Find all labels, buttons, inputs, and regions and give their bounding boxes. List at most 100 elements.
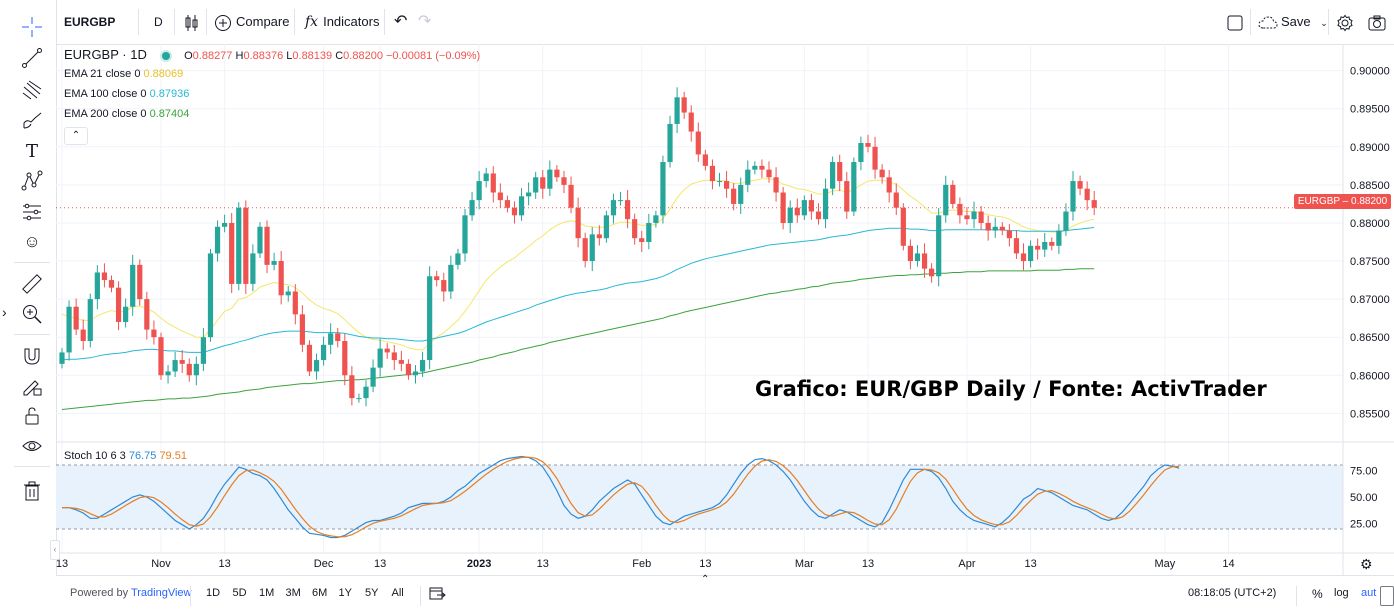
zoom-tool[interactable]	[18, 301, 46, 327]
ema100-value: 0.87936	[149, 88, 190, 100]
toolbar-divider	[1250, 9, 1251, 35]
candle-body	[738, 184, 744, 204]
chevron-up-icon[interactable]: ⌃	[701, 574, 710, 585]
legend-symbol-title[interactable]: EURGBP · 1D	[64, 47, 147, 62]
candle-body	[158, 337, 164, 376]
candle-body	[568, 184, 574, 208]
stoch-tick-label: 25.00	[1350, 519, 1378, 531]
range-button-1y[interactable]: 1Y	[338, 587, 352, 599]
range-button-all[interactable]: All	[391, 587, 404, 599]
candle-body	[391, 352, 397, 361]
candle-body	[483, 173, 489, 182]
settings-button[interactable]	[1336, 0, 1354, 44]
emoji-tool[interactable]: ☺	[18, 229, 46, 255]
brush-tool[interactable]	[18, 108, 46, 134]
ema200-label: EMA 200 close 0	[64, 108, 147, 120]
prediction-tool[interactable]	[18, 199, 46, 225]
range-button-5y[interactable]: 5Y	[365, 587, 379, 599]
candle-body	[476, 181, 482, 201]
chart-type-button[interactable]	[184, 0, 200, 44]
stoch-k-value: 76.75	[128, 450, 157, 462]
chevron-down-icon: ⌄	[1320, 18, 1328, 28]
chart-annotation: Grafico: EUR/GBP Daily / Fonte: ActivTra…	[755, 377, 1267, 401]
candle-body	[540, 177, 546, 189]
price-tick-label: 0.86000	[1350, 370, 1390, 382]
measure-lines-icon	[23, 203, 41, 221]
candle-body	[921, 253, 928, 269]
symbol-search-button[interactable]: EURGBP	[64, 15, 116, 29]
powered-by[interactable]: Powered by TradingView	[70, 587, 192, 599]
redo-button[interactable]: ↷	[418, 0, 431, 44]
range-button-1m[interactable]: 1M	[259, 587, 275, 599]
ruler-tool[interactable]	[18, 271, 46, 297]
legend-stoch[interactable]: Stoch 10 6 3 76.75 79.51	[64, 450, 187, 462]
close-value: 0.88200	[343, 50, 383, 62]
legend-ema100[interactable]: EMA 100 close 0 0.87936	[64, 88, 189, 100]
low-value: 0.88139	[292, 50, 333, 62]
text-tool[interactable]: T	[18, 138, 46, 164]
interval-button[interactable]: D	[154, 15, 163, 29]
clock-time[interactable]: 08:18:05 (UTC+2)	[1188, 587, 1277, 599]
candle-body	[709, 165, 716, 182]
candle-body	[1035, 245, 1041, 250]
undo-button[interactable]: ↶	[394, 0, 407, 44]
range-button-6m[interactable]: 6M	[312, 587, 328, 599]
panel-resize-handle[interactable]	[1380, 586, 1394, 606]
candle-body	[511, 207, 518, 216]
camera-icon	[1368, 15, 1386, 31]
stay-drawing-tool[interactable]	[18, 373, 46, 399]
time-tick-label: 13	[537, 558, 549, 570]
range-button-3m[interactable]: 3M	[285, 587, 301, 599]
indicators-button[interactable]: fx Indicators	[305, 0, 379, 44]
compare-button[interactable]: Compare	[214, 0, 289, 44]
fullscreen-button[interactable]	[1226, 0, 1244, 44]
goto-date-button[interactable]	[428, 585, 446, 608]
candle-body	[313, 360, 320, 372]
magnet-tool[interactable]	[18, 343, 46, 369]
screenshot-button[interactable]	[1368, 0, 1386, 44]
visibility-tool[interactable]	[18, 433, 46, 459]
legend-ema200[interactable]: EMA 200 close 0 0.87404	[64, 108, 189, 120]
zoom-in-icon	[23, 305, 42, 324]
range-button-5d[interactable]: 5D	[232, 587, 247, 599]
top-toolbar: EURGBP D Compare fx Indicators ↶ ↷ Save ⌄	[0, 0, 1394, 45]
candle-body	[526, 192, 532, 197]
time-tick-label: 13	[218, 558, 230, 570]
axis-settings-button[interactable]: ⚙	[1360, 556, 1373, 573]
log-scale-toggle[interactable]: log	[1334, 587, 1349, 599]
market-status-dot	[162, 51, 171, 60]
crosshair-tool[interactable]	[18, 14, 46, 40]
toolbar-divider	[294, 9, 295, 35]
candle-body	[787, 207, 793, 223]
save-button[interactable]: Save ⌄	[1258, 0, 1328, 44]
fib-tool[interactable]	[18, 77, 46, 103]
legend-ema21[interactable]: EMA 21 close 0 0.88069	[64, 68, 183, 80]
candle-body	[978, 211, 984, 223]
time-tick-label: 13	[699, 558, 711, 570]
percent-scale-toggle[interactable]: %	[1312, 587, 1323, 601]
auto-scale-toggle[interactable]: aut	[1361, 587, 1377, 599]
candle-body	[582, 238, 588, 262]
candle-body	[257, 226, 263, 254]
scroll-left-handle[interactable]: ‹	[50, 540, 60, 560]
candle-body	[497, 192, 503, 201]
lock-tool[interactable]	[18, 403, 46, 429]
candle-body	[285, 291, 291, 296]
pattern-tool[interactable]	[18, 168, 46, 194]
range-button-1d[interactable]: 1D	[206, 587, 221, 599]
expand-panel-chevron[interactable]: ›	[2, 304, 7, 320]
axes: 0.85500 0.86000 0.86500 0.87000 0.87500 0.880…	[56, 44, 1394, 575]
delete-tool[interactable]	[18, 478, 46, 504]
candle-body	[625, 200, 631, 220]
candle-body	[328, 333, 334, 345]
price-tick-label: 0.88000	[1350, 218, 1390, 230]
candle-body	[554, 169, 560, 178]
stoch-band	[56, 464, 1343, 530]
toolbar-divider	[384, 9, 385, 35]
trend-line-tool[interactable]	[18, 45, 46, 71]
open-value: 0.88277	[192, 50, 233, 62]
candle-body	[773, 177, 779, 193]
legend-collapse-button[interactable]: ⌃	[64, 127, 88, 145]
candle-body	[589, 234, 595, 262]
